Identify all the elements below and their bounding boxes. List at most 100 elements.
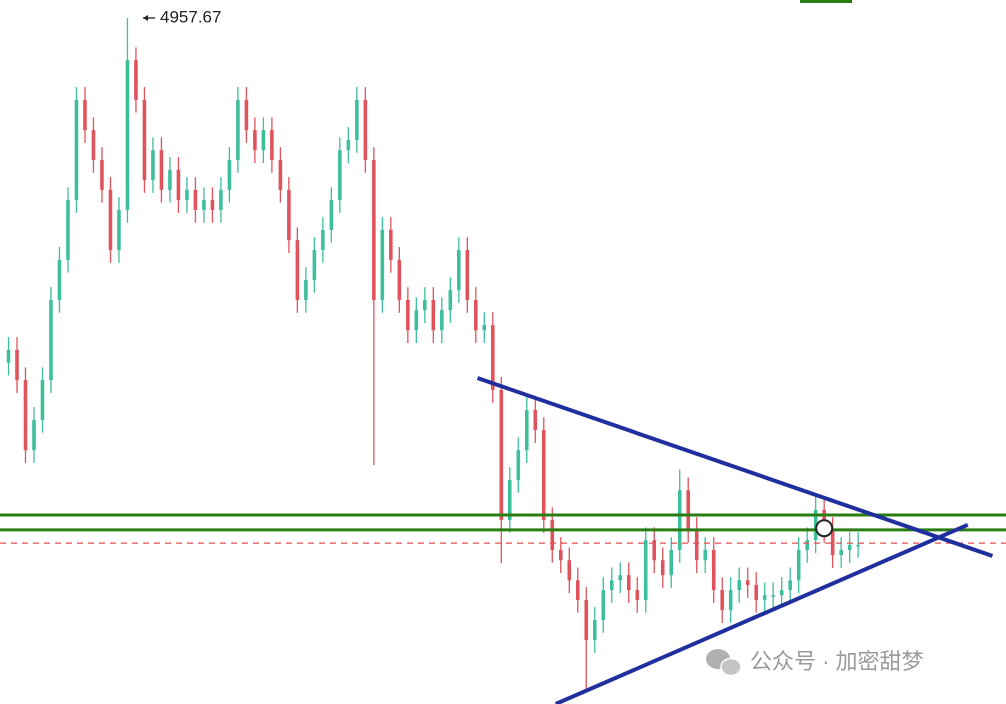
candle-body xyxy=(762,595,767,600)
candle-body xyxy=(329,200,334,230)
candle-body xyxy=(125,60,130,210)
trend-line xyxy=(476,376,994,558)
candle-body xyxy=(270,130,274,160)
candle-body xyxy=(660,560,665,576)
watermark: 公众号 · 加密甜梦 xyxy=(750,649,924,674)
candle-body xyxy=(261,130,266,151)
candle-body xyxy=(227,160,232,190)
trend-line xyxy=(554,522,969,704)
candle-body xyxy=(236,99,240,160)
candle-body xyxy=(185,189,189,201)
candle-body xyxy=(788,580,792,591)
candle-body xyxy=(567,560,572,581)
candle-body xyxy=(151,150,155,181)
candle-body xyxy=(779,590,784,596)
top-decoration xyxy=(800,0,852,3)
candle-body xyxy=(363,99,368,160)
candle-body xyxy=(91,130,96,160)
candle-body xyxy=(533,410,538,431)
candle-body xyxy=(465,250,470,300)
candle-body xyxy=(202,200,206,210)
candle-body xyxy=(244,99,249,131)
candle-body xyxy=(541,430,546,521)
candle-body xyxy=(423,299,427,311)
candle-body xyxy=(847,544,852,550)
candle-body xyxy=(253,130,257,151)
candle-body xyxy=(830,529,835,556)
candle-body xyxy=(431,299,436,331)
candle-body xyxy=(550,520,555,550)
candle-body xyxy=(499,389,504,521)
candle-body xyxy=(338,150,342,201)
watermark-group: 公众号 · 加密甜梦 xyxy=(706,649,924,677)
candle-body xyxy=(745,580,750,585)
candle-body xyxy=(482,325,487,331)
candle-body xyxy=(575,580,580,600)
candle-body xyxy=(856,544,860,547)
candle-body xyxy=(652,540,657,561)
candle-body xyxy=(618,575,623,581)
candle-body xyxy=(321,229,325,251)
candle-body xyxy=(558,549,563,561)
candle-body xyxy=(312,250,317,280)
candle-body xyxy=(406,299,410,331)
candle-body xyxy=(448,290,453,311)
candle-body xyxy=(23,380,28,451)
candle-body xyxy=(176,169,181,201)
candle-body xyxy=(839,549,843,556)
candle-body xyxy=(219,189,223,210)
candle-body xyxy=(40,380,45,420)
candle-body xyxy=(440,310,444,331)
candle-body xyxy=(57,259,62,300)
candle-body xyxy=(643,540,648,600)
candle-body xyxy=(83,99,87,131)
candle-body xyxy=(193,189,198,210)
marker xyxy=(815,519,834,538)
candle-body xyxy=(100,160,104,190)
candle-body xyxy=(346,139,351,151)
candle-body xyxy=(525,410,529,451)
candle-body xyxy=(287,189,291,241)
candle-body xyxy=(168,169,172,190)
candle-body xyxy=(592,619,597,640)
candle-body xyxy=(771,595,775,597)
candle-body xyxy=(703,549,708,561)
candle-body xyxy=(805,540,809,550)
candle-body xyxy=(609,580,614,591)
candle-body xyxy=(397,259,402,300)
candle-body xyxy=(380,229,385,300)
candle-body xyxy=(74,99,79,201)
candle-body xyxy=(491,325,495,390)
candle-body xyxy=(414,310,419,331)
candle-body xyxy=(142,99,147,181)
candle-body xyxy=(278,160,283,190)
candle-body xyxy=(66,200,70,260)
candle-body xyxy=(134,60,138,100)
candle-body xyxy=(508,480,512,521)
candle-body xyxy=(694,529,699,561)
candle-body xyxy=(754,584,758,600)
candle-body xyxy=(796,549,801,581)
candle-body xyxy=(355,99,359,140)
candle-body xyxy=(295,240,300,300)
high-annotation: 4957.67 xyxy=(143,7,221,26)
candle-body xyxy=(626,575,631,591)
candle-body xyxy=(32,419,36,451)
candle-body xyxy=(457,250,461,291)
wechat-icon xyxy=(720,657,742,677)
candle-body xyxy=(720,590,724,611)
candle-body xyxy=(117,209,121,251)
high-label: 4957.67 xyxy=(160,7,221,26)
candle-body xyxy=(669,549,674,576)
candle-body xyxy=(304,279,308,300)
candle-body xyxy=(728,590,733,611)
candle-body xyxy=(210,200,215,210)
candle-body xyxy=(813,509,818,541)
candle-body xyxy=(737,580,741,591)
candle-body xyxy=(6,349,11,363)
candle-body xyxy=(372,160,376,300)
candle-body xyxy=(108,189,113,251)
candle-body xyxy=(686,490,691,530)
candle-body xyxy=(49,299,53,381)
